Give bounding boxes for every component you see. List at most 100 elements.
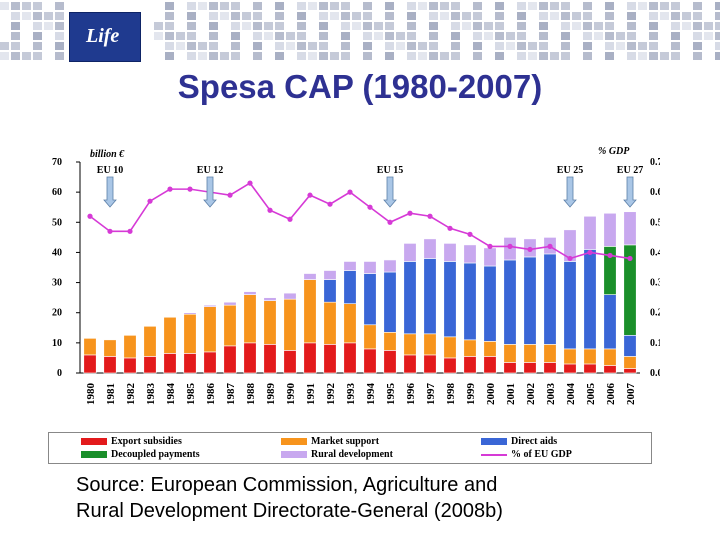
header-tile (605, 42, 614, 50)
header-tile (429, 2, 438, 10)
header-tile (693, 42, 702, 50)
header-tile (693, 32, 702, 40)
header-tile (385, 42, 394, 50)
header-tile (649, 2, 658, 10)
annotation-arrow-3 (563, 176, 577, 208)
header-tile (231, 32, 240, 40)
legend-swatch-decoupled (81, 451, 107, 459)
gdp-point-1982 (127, 228, 133, 234)
bar-market-2001 (503, 344, 517, 363)
header-tile (154, 32, 163, 40)
header-tile (165, 12, 174, 20)
x-tick-1980: 1980 (85, 383, 97, 406)
header-tile (561, 12, 570, 20)
source-line-2: Rural Development Directorate-General (2… (76, 500, 503, 522)
y-tick-left: 0 (57, 368, 62, 379)
header-tile (220, 2, 229, 10)
header-tile (231, 22, 240, 30)
header-tile (429, 32, 438, 40)
cap-expenditure-chart: 0 10 20 30 40 50 60 70 0.0% 0.1% 0.2% 0.3% 0.4% 0.5% 0… (52, 146, 660, 406)
header-tile (473, 12, 482, 20)
bar-market-2002 (523, 344, 537, 363)
bar-export-1997 (423, 354, 437, 374)
header-tile (209, 52, 218, 60)
annotation-label-2: EU 15 (377, 165, 403, 176)
header-tile (187, 22, 196, 30)
bar-market-1984 (163, 316, 177, 354)
header-tile (297, 22, 306, 30)
y-tick-right: 0.1% (650, 338, 660, 349)
header-tile (627, 42, 636, 50)
header-tile (187, 12, 196, 20)
header-tile (583, 42, 592, 50)
bar-market-1989 (263, 300, 277, 345)
header-tile (506, 42, 515, 50)
x-tick-1995: 1995 (385, 383, 397, 406)
header-tile (627, 12, 636, 20)
gdp-point-2003 (547, 243, 553, 249)
header-tile (374, 22, 383, 30)
header-tile (605, 22, 614, 30)
bar-export-1984 (163, 353, 177, 374)
header-tile (528, 52, 537, 60)
header-tile (209, 42, 218, 50)
header-tile (495, 22, 504, 30)
header-tile (704, 32, 713, 40)
chart-legend: Export subsidies Decoupled payments Mark… (48, 432, 652, 464)
header-tile (693, 2, 702, 10)
legend-swatch-export (81, 438, 107, 446)
header-tile (385, 2, 394, 10)
y-tick-right: 0.2% (650, 308, 660, 319)
header-tile (583, 2, 592, 10)
bar-rural-1994 (363, 261, 377, 274)
header-tile (22, 12, 31, 20)
header-tile (253, 12, 262, 20)
header-tile (319, 2, 328, 10)
header-tile (594, 32, 603, 40)
header-tile (550, 52, 559, 60)
bar-export-1980 (83, 354, 97, 374)
header-tile (539, 2, 548, 10)
y-tick-left: 20 (52, 308, 62, 319)
header-tile (605, 52, 614, 60)
x-tick-1989: 1989 (265, 383, 277, 406)
header-tile (209, 22, 218, 30)
header-tile (583, 32, 592, 40)
header-tile (264, 22, 273, 30)
y-tick-right: 0.5% (650, 217, 660, 228)
header-tile (407, 42, 416, 50)
header-tile (594, 22, 603, 30)
header-tile (484, 22, 493, 30)
x-tick-1994: 1994 (365, 383, 377, 406)
header-tile (352, 12, 361, 20)
header-tile (330, 2, 339, 10)
header-tile (341, 22, 350, 30)
header-tile (495, 2, 504, 10)
x-tick-1984: 1984 (165, 383, 177, 406)
header-tile (660, 52, 669, 60)
header-tile (55, 2, 64, 10)
header-tile (473, 42, 482, 50)
header-tile (363, 12, 372, 20)
bar-rural-1997 (423, 238, 437, 259)
header-tile (198, 2, 207, 10)
gdp-point-1992 (327, 201, 333, 207)
bar-rural-1991 (303, 273, 317, 280)
bar-direct-1993 (343, 270, 357, 304)
gdp-point-1997 (427, 213, 433, 219)
header-tile (165, 32, 174, 40)
y-tick-right: 0.4% (650, 247, 660, 258)
bar-rural-1989 (263, 297, 277, 301)
bar-direct-2001 (503, 259, 517, 345)
header-tile (396, 32, 405, 40)
slide-title: Spesa CAP (1980-2007) (177, 68, 543, 105)
bar-direct-2003 (543, 253, 557, 345)
header-tile (539, 32, 548, 40)
header-tile (341, 2, 350, 10)
header-tile (11, 22, 20, 30)
x-tick-1993: 1993 (345, 383, 357, 406)
legend-label-decoupled: Decoupled payments (111, 449, 200, 460)
header-tile (253, 32, 262, 40)
bar-export-1989 (263, 344, 277, 374)
x-tick-1986: 1986 (205, 383, 217, 406)
